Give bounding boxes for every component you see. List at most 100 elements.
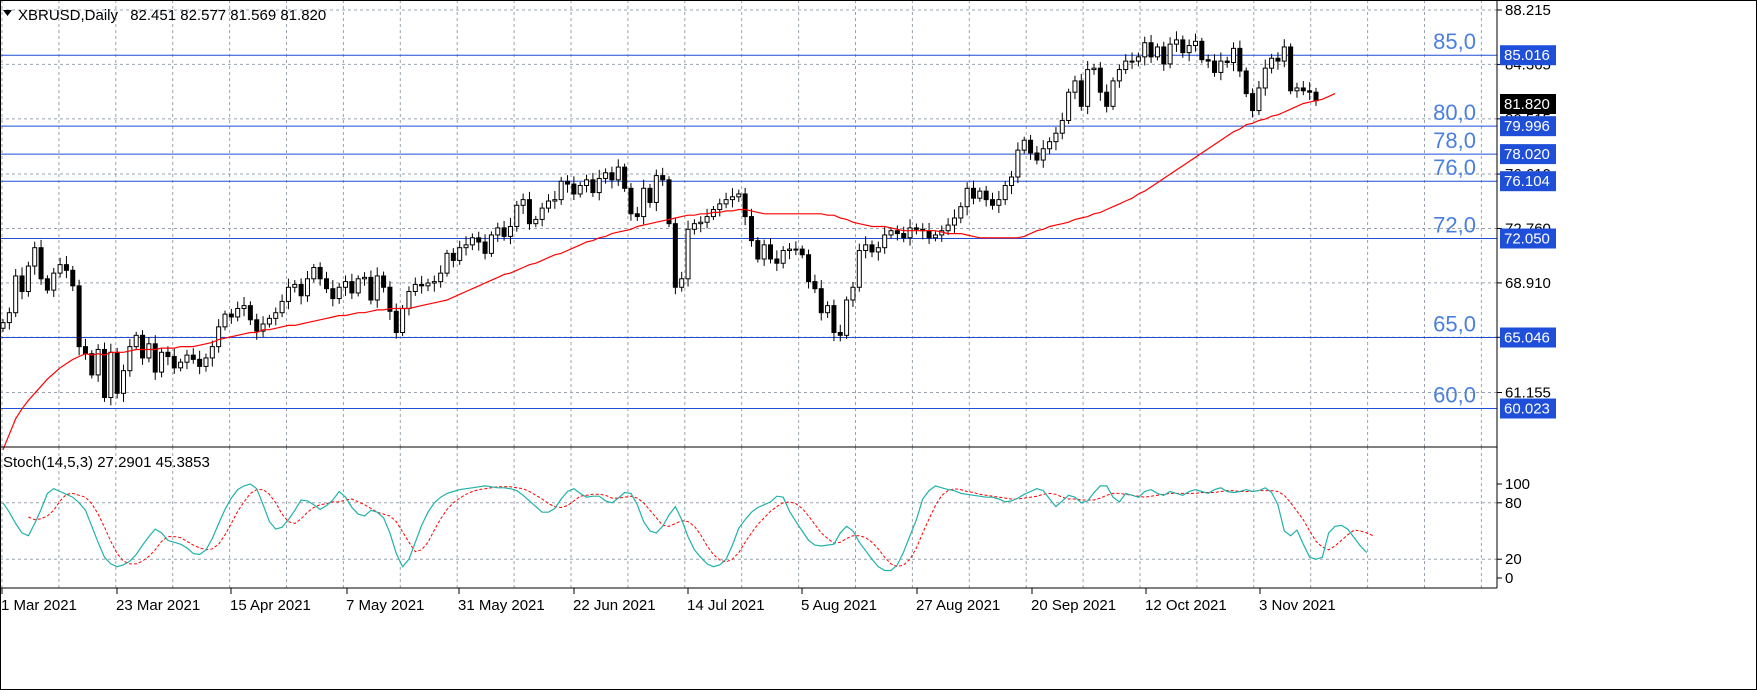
candle-body xyxy=(190,354,196,360)
candle-body xyxy=(1192,40,1198,47)
candle-body xyxy=(44,278,50,291)
candle-body xyxy=(723,199,729,205)
candle-body xyxy=(140,334,146,359)
candle-body xyxy=(146,343,152,359)
level-name: 65,0 xyxy=(1433,312,1476,337)
candle-body xyxy=(1218,60,1224,73)
candle-body xyxy=(558,180,564,201)
candle-body xyxy=(1116,69,1122,82)
x-tick-label: 27 Aug 2021 xyxy=(916,597,1000,614)
candle-body xyxy=(996,199,1002,206)
candle-body xyxy=(25,265,31,293)
candle-body xyxy=(603,172,609,179)
level-badge-bg xyxy=(1500,144,1556,165)
candle-body xyxy=(856,250,862,288)
candle-body xyxy=(1028,139,1034,154)
candle-body xyxy=(634,213,640,218)
candle-body xyxy=(685,228,691,280)
candle-body xyxy=(1066,91,1072,121)
candle-body xyxy=(748,216,754,242)
candle-body xyxy=(266,317,272,325)
level-badge-bg xyxy=(1500,45,1556,66)
candle-body xyxy=(95,348,101,376)
candle-body xyxy=(1231,47,1237,64)
candle-body xyxy=(584,179,590,186)
candle-body xyxy=(761,244,767,260)
candles xyxy=(0,31,1319,406)
candle-body xyxy=(381,275,387,288)
symbol-menu-icon[interactable] xyxy=(3,10,12,16)
candle-body xyxy=(304,278,310,297)
candle-body xyxy=(51,272,57,291)
x-tick-label: 15 Apr 2021 xyxy=(230,597,311,614)
candle-body xyxy=(6,312,12,324)
candle-body xyxy=(209,346,215,359)
candle-body xyxy=(323,278,329,290)
candle-body xyxy=(89,353,95,376)
stoch-y-tick-label: 80 xyxy=(1505,495,1522,512)
candle-body xyxy=(336,286,342,300)
level-name: 76,0 xyxy=(1433,155,1476,180)
candle-body xyxy=(1307,90,1313,93)
current-price-value: 81.820 xyxy=(1504,96,1550,113)
current-price-badge: 81.820 xyxy=(1500,94,1556,114)
y-tick-label: 61.155 xyxy=(1505,385,1551,402)
y-tick-label: 88.215 xyxy=(1505,2,1551,19)
candle-body xyxy=(76,285,82,348)
candle-body xyxy=(222,313,228,328)
ohlc-values: 82.451 82.577 81.569 81.820 xyxy=(130,7,326,24)
candle-body xyxy=(717,203,723,211)
candle-body xyxy=(691,223,697,230)
candle-body xyxy=(1034,152,1040,161)
level-name: 85,0 xyxy=(1433,29,1476,54)
candle-body xyxy=(1173,39,1179,45)
candle-body xyxy=(704,216,710,223)
candle-body xyxy=(799,248,805,256)
candle-body xyxy=(495,227,501,236)
x-tick-label: 12 Oct 2021 xyxy=(1145,597,1227,614)
candle-body xyxy=(1015,149,1021,178)
x-tick-label: 14 Jul 2021 xyxy=(687,597,765,614)
candle-body xyxy=(387,286,393,312)
candle-body xyxy=(1256,87,1262,112)
candle-body xyxy=(907,227,913,239)
level-name: 80,0 xyxy=(1433,100,1476,125)
candle-body xyxy=(679,278,685,288)
candle-body xyxy=(647,187,653,203)
candle-body xyxy=(343,281,349,288)
candle-body xyxy=(970,187,976,199)
candle-body xyxy=(806,254,812,283)
candle-body xyxy=(450,252,456,261)
candle-body xyxy=(774,258,780,264)
candle-body xyxy=(70,269,76,287)
candle-body xyxy=(254,319,260,332)
candle-body xyxy=(837,332,843,336)
candle-body xyxy=(247,305,253,321)
current-price-badge-bg xyxy=(1500,94,1556,114)
main-grid xyxy=(0,0,1497,447)
candle-body xyxy=(698,221,704,225)
candle-body xyxy=(1167,43,1173,65)
level-badge-bg xyxy=(1500,327,1556,348)
candle-body xyxy=(850,286,856,301)
candle-body xyxy=(520,199,526,206)
candle-body xyxy=(565,180,571,185)
candle-body xyxy=(121,370,127,394)
candle-body xyxy=(108,351,114,399)
candle-body xyxy=(1002,184,1008,201)
level-badge-bg xyxy=(1500,171,1556,192)
candle-body xyxy=(1097,67,1103,93)
candle-body xyxy=(1059,119,1065,134)
candle-body xyxy=(203,357,209,367)
candle-body xyxy=(825,305,831,314)
candle-body xyxy=(1300,87,1306,92)
x-tick-label: 31 May 2021 xyxy=(458,597,545,614)
candle-body xyxy=(482,241,488,254)
level-badge-value: 85.016 xyxy=(1504,47,1550,64)
candle-body xyxy=(660,175,666,181)
candle-body xyxy=(590,179,596,194)
candle-body xyxy=(1148,42,1154,58)
level-lines: 85,0 80,0 78,076,0 72,0 65,0 60,0 xyxy=(0,29,1497,410)
